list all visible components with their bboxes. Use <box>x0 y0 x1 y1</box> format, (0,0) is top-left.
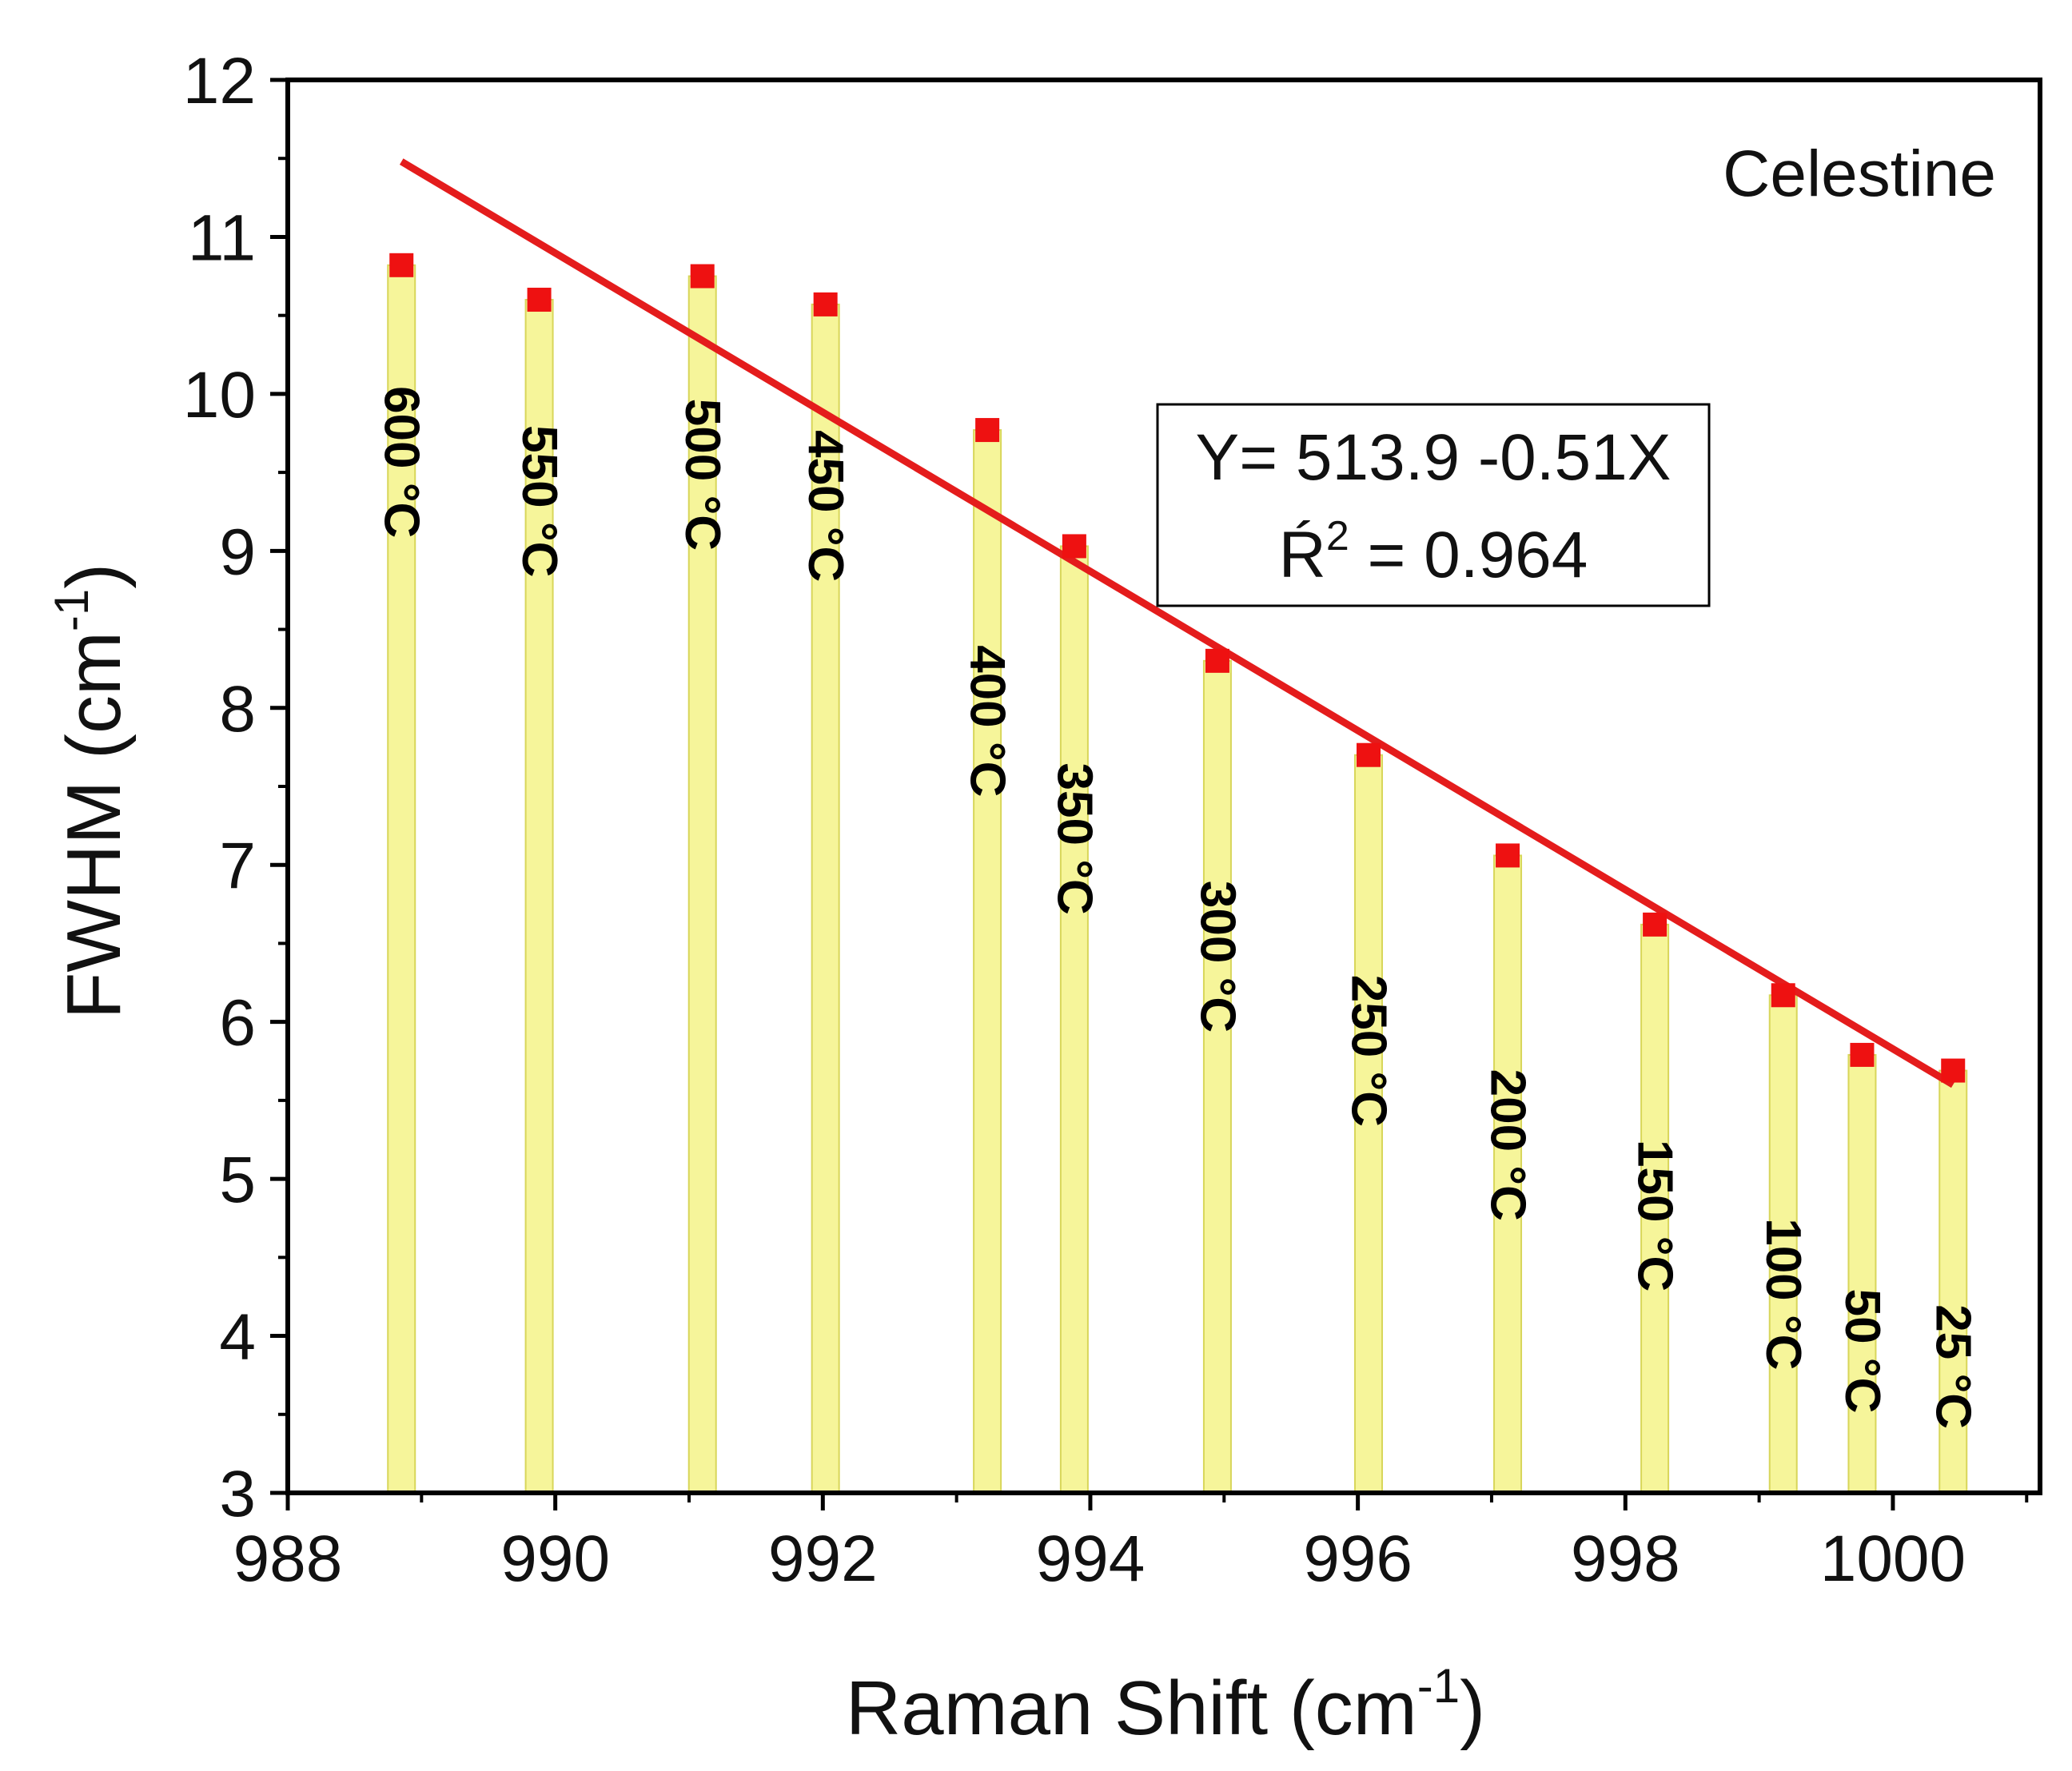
bar <box>1939 1069 1968 1494</box>
data-point <box>527 288 552 312</box>
bar <box>1768 994 1798 1494</box>
y-tick-label: 12 <box>183 45 256 117</box>
annotation-celestine: Celestine <box>1723 137 1996 210</box>
data-point <box>1850 1042 1875 1067</box>
y-title-main: FWHM (cm <box>51 631 137 1019</box>
x-tick-label: 996 <box>1303 1522 1413 1595</box>
x-tick-label: 998 <box>1571 1522 1680 1595</box>
x-tick-label: 988 <box>233 1522 343 1595</box>
data-point <box>690 264 715 289</box>
y-title-sup: -1 <box>45 589 98 631</box>
x-axis-ticks: 988 990 992 994 996 998 1000 <box>233 1493 2029 1595</box>
y-tick-label: 10 <box>183 359 256 432</box>
r2-superscript: 2 <box>1326 513 1349 559</box>
data-point <box>389 253 414 277</box>
y-tick-label: 5 <box>219 1144 256 1216</box>
bar-temperature-label: 550 °C <box>512 425 567 577</box>
y-axis-title: FWHM (cm-1) <box>45 563 137 1019</box>
bar <box>524 299 554 1494</box>
x-tick-label: 1000 <box>1820 1522 1966 1595</box>
x-title-main: Raman Shift (cm <box>846 1666 1417 1751</box>
bar <box>387 264 416 1494</box>
data-point <box>1205 648 1229 673</box>
x-axis-title: Raman Shift (cm-1) <box>846 1659 1485 1751</box>
bar-temperature-label: 350 °C <box>1046 763 1102 915</box>
data-point <box>1643 912 1668 937</box>
bar-labels-layer: 600 °C 550 °C 500 °C 450 °C 400 °C 350 °C 300 … <box>374 386 1981 1429</box>
x-title-sup: -1 <box>1417 1659 1460 1713</box>
data-point <box>813 292 838 316</box>
bar-temperature-label: 300 °C <box>1189 881 1245 1033</box>
bar-temperature-label: 500 °C <box>675 399 730 551</box>
bar-temperature-label: 150 °C <box>1628 1140 1683 1291</box>
y-axis-ticks: 3 4 5 6 7 8 9 10 11 12 <box>183 45 288 1530</box>
data-point <box>1771 983 1795 1008</box>
y-tick-label: 3 <box>219 1458 256 1530</box>
fit-r-squared: Ŕ2 = 0.964 <box>1279 513 1588 591</box>
markers-layer <box>389 253 1966 1083</box>
data-point <box>1941 1058 1966 1083</box>
bar <box>1059 545 1089 1494</box>
r2-prefix: Ŕ <box>1279 519 1326 591</box>
bar-temperature-label: 25 °C <box>1926 1304 1981 1429</box>
bar <box>1354 754 1384 1494</box>
bar <box>811 303 840 1494</box>
data-point <box>1496 843 1520 868</box>
fit-box-frame <box>1156 403 1711 607</box>
data-point <box>1357 742 1381 767</box>
bar-temperature-label: 400 °C <box>960 645 1015 797</box>
bar <box>1202 659 1232 1494</box>
bar-temperature-label: 100 °C <box>1755 1218 1811 1370</box>
x-title-end: ) <box>1460 1666 1485 1751</box>
y-tick-label: 9 <box>219 515 256 588</box>
fit-equation-box: Y= 513.9 -0.51X Ŕ2 = 0.964 <box>1156 403 1711 607</box>
y-tick-label: 6 <box>219 987 256 1060</box>
bar-temperature-label: 250 °C <box>1341 975 1397 1127</box>
x-tick-label: 994 <box>1036 1522 1146 1595</box>
y-tick-label: 4 <box>219 1301 256 1374</box>
x-tick-label: 990 <box>500 1522 610 1595</box>
bar-temperature-label: 50 °C <box>1835 1289 1890 1414</box>
bar <box>1847 1053 1877 1494</box>
data-point <box>975 418 1000 443</box>
bar <box>973 429 1002 1494</box>
bar-temperature-label: 600 °C <box>374 386 429 538</box>
bar-temperature-label: 450 °C <box>798 430 853 582</box>
data-point <box>1062 534 1086 559</box>
y-tick-label: 11 <box>188 201 256 274</box>
y-title-end: ) <box>51 563 137 589</box>
y-tick-label: 8 <box>219 673 256 746</box>
fit-equation: Y= 513.9 -0.51X <box>1196 421 1672 494</box>
y-tick-label: 7 <box>219 830 256 902</box>
x-tick-label: 992 <box>768 1522 878 1595</box>
bar <box>1640 923 1670 1494</box>
fit-layer <box>399 158 1955 1088</box>
r2-value: = 0.964 <box>1349 519 1588 591</box>
bar-temperature-label: 200 °C <box>1480 1069 1536 1221</box>
fit-line <box>399 158 1955 1088</box>
